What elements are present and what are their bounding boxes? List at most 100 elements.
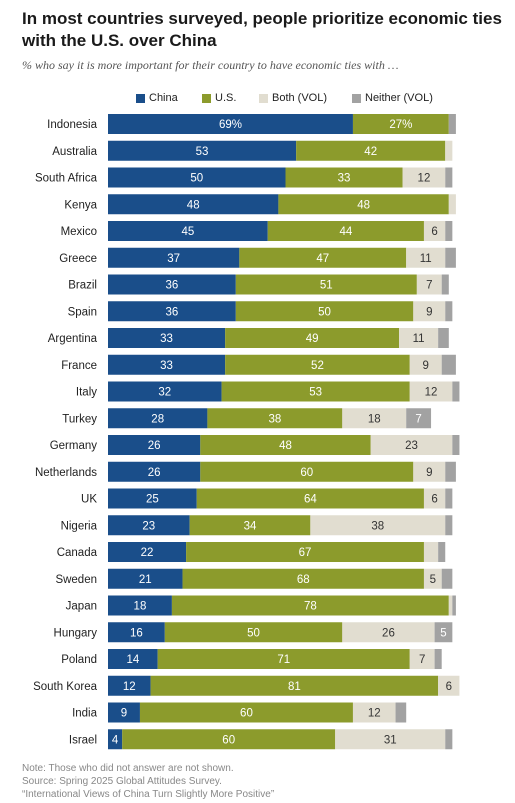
bar-u-s-greece bbox=[239, 247, 407, 268]
bar-both-vol-japan bbox=[448, 595, 453, 616]
bar-neither-vol-poland bbox=[434, 649, 442, 669]
data-label-china-poland: 14 bbox=[126, 654, 139, 666]
bar-u-s-netherlands bbox=[200, 461, 414, 482]
data-label-u-s-sweden: 68 bbox=[297, 574, 310, 586]
legend-swatch bbox=[259, 93, 268, 103]
data-label-u-s-india: 60 bbox=[240, 708, 253, 720]
bar-china-canada bbox=[108, 542, 187, 562]
bar-neither-vol-uk bbox=[445, 488, 453, 509]
data-label-china-sweden: 21 bbox=[139, 574, 152, 586]
country-label-brazil: Brazil bbox=[68, 280, 97, 292]
bar-u-s-germany bbox=[200, 435, 371, 455]
data-label-china-israel: 4 bbox=[112, 734, 119, 746]
data-label-both-vol-nigeria: 38 bbox=[371, 520, 384, 532]
bar-u-s-france bbox=[225, 354, 410, 375]
bar-u-s-australia bbox=[296, 140, 446, 161]
data-label-china-germany: 26 bbox=[148, 440, 161, 452]
legend-swatch bbox=[352, 93, 361, 103]
bar-china-italy bbox=[108, 381, 222, 402]
country-label-hungary: Hungary bbox=[54, 627, 98, 639]
data-label-china-greece: 37 bbox=[167, 253, 180, 265]
bar-china-mexico bbox=[108, 221, 268, 241]
data-label-u-s-indonesia: 27% bbox=[389, 119, 412, 131]
bar-both-vol-nigeria bbox=[310, 515, 446, 536]
country-label-turkey: Turkey bbox=[62, 413, 97, 425]
bar-neither-vol-turkey bbox=[406, 408, 432, 429]
data-label-neither-vol-hungary: 5 bbox=[440, 627, 446, 639]
data-label-china-spain: 36 bbox=[166, 306, 179, 318]
bar-both-vol-canada bbox=[423, 542, 439, 562]
bar-u-s-south-africa bbox=[285, 167, 403, 188]
country-label-japan: Japan bbox=[66, 601, 97, 613]
legend-item-china: China bbox=[136, 92, 178, 104]
country-label-greece: Greece bbox=[59, 253, 97, 265]
legend-item-both: Both (VOL) bbox=[259, 92, 327, 104]
bar-china-sweden bbox=[108, 568, 183, 589]
bar-neither-vol-germany bbox=[452, 435, 460, 455]
bar-u-s-nigeria bbox=[189, 515, 311, 536]
bar-both-vol-hungary bbox=[342, 622, 435, 643]
legend-swatch bbox=[202, 93, 211, 103]
data-label-u-s-spain: 50 bbox=[318, 306, 331, 318]
data-label-both-vol-brazil: 7 bbox=[426, 280, 432, 292]
data-label-u-s-france: 52 bbox=[311, 360, 324, 372]
bar-neither-vol-hungary bbox=[434, 622, 453, 643]
bar-u-s-mexico bbox=[267, 221, 424, 241]
bar-china-indonesia bbox=[108, 114, 353, 134]
data-label-both-vol-india: 12 bbox=[368, 708, 381, 720]
country-label-kenya: Kenya bbox=[64, 199, 97, 211]
data-label-both-vol-israel: 31 bbox=[384, 734, 397, 746]
legend-label: Both (VOL) bbox=[272, 92, 328, 104]
data-label-u-s-israel: 60 bbox=[222, 734, 235, 746]
bar-both-vol-mexico bbox=[423, 221, 446, 241]
country-label-argentina: Argentina bbox=[48, 333, 98, 345]
country-label-nigeria: Nigeria bbox=[61, 520, 98, 532]
bar-u-s-kenya bbox=[278, 194, 449, 215]
legend-label: U.S. bbox=[215, 92, 237, 104]
data-label-both-vol-south-africa: 12 bbox=[418, 173, 431, 185]
bar-china-poland bbox=[108, 649, 158, 669]
bar-china-india bbox=[108, 702, 140, 723]
bar-both-vol-kenya bbox=[448, 194, 456, 215]
data-label-neither-vol-turkey: 7 bbox=[415, 413, 421, 425]
bar-china-hungary bbox=[108, 622, 165, 643]
data-label-china-uk: 25 bbox=[146, 494, 159, 506]
bar-china-france bbox=[108, 354, 226, 375]
legend-item-neither: Neither (VOL) bbox=[352, 92, 433, 104]
bar-u-s-italy bbox=[221, 381, 410, 402]
data-label-u-s-south-korea: 81 bbox=[288, 681, 301, 693]
bar-china-japan bbox=[108, 595, 172, 616]
footer-report: “International Views of China Turn Sligh… bbox=[22, 789, 275, 800]
data-label-u-s-hungary: 50 bbox=[247, 627, 260, 639]
data-label-china-mexico: 45 bbox=[181, 226, 194, 238]
bar-china-australia bbox=[108, 140, 297, 161]
bar-both-vol-greece bbox=[406, 247, 446, 268]
data-label-both-vol-sweden: 5 bbox=[430, 574, 436, 586]
bar-both-vol-india bbox=[352, 702, 396, 723]
data-label-china-australia: 53 bbox=[196, 146, 209, 158]
bar-both-vol-south-korea bbox=[438, 675, 460, 696]
bar-neither-vol-greece bbox=[445, 247, 456, 268]
data-label-u-s-kenya: 48 bbox=[357, 199, 370, 211]
bar-neither-vol-israel bbox=[445, 729, 453, 750]
footer-note: Note: Those who did not answer are not s… bbox=[22, 763, 234, 774]
bar-both-vol-poland bbox=[409, 649, 435, 669]
country-label-spain: Spain bbox=[68, 306, 97, 318]
country-label-israel: Israel bbox=[69, 734, 97, 746]
data-label-both-vol-south-korea: 6 bbox=[446, 681, 452, 693]
country-label-france: France bbox=[61, 360, 97, 372]
bar-both-vol-uk bbox=[423, 488, 446, 509]
data-label-both-vol-mexico: 6 bbox=[431, 226, 437, 238]
data-label-both-vol-argentina: 11 bbox=[413, 333, 425, 345]
data-label-china-kenya: 48 bbox=[187, 199, 200, 211]
bar-china-germany bbox=[108, 435, 201, 455]
data-label-both-vol-turkey: 18 bbox=[368, 413, 381, 425]
country-label-canada: Canada bbox=[57, 547, 98, 559]
country-label-indonesia: Indonesia bbox=[47, 119, 97, 131]
bar-china-south-korea bbox=[108, 675, 151, 696]
data-label-u-s-japan: 78 bbox=[304, 601, 317, 613]
bar-both-vol-australia bbox=[445, 140, 453, 161]
data-label-u-s-uk: 64 bbox=[304, 494, 317, 506]
bar-neither-vol-canada bbox=[438, 542, 446, 562]
legend-item-us: U.S. bbox=[202, 92, 236, 104]
